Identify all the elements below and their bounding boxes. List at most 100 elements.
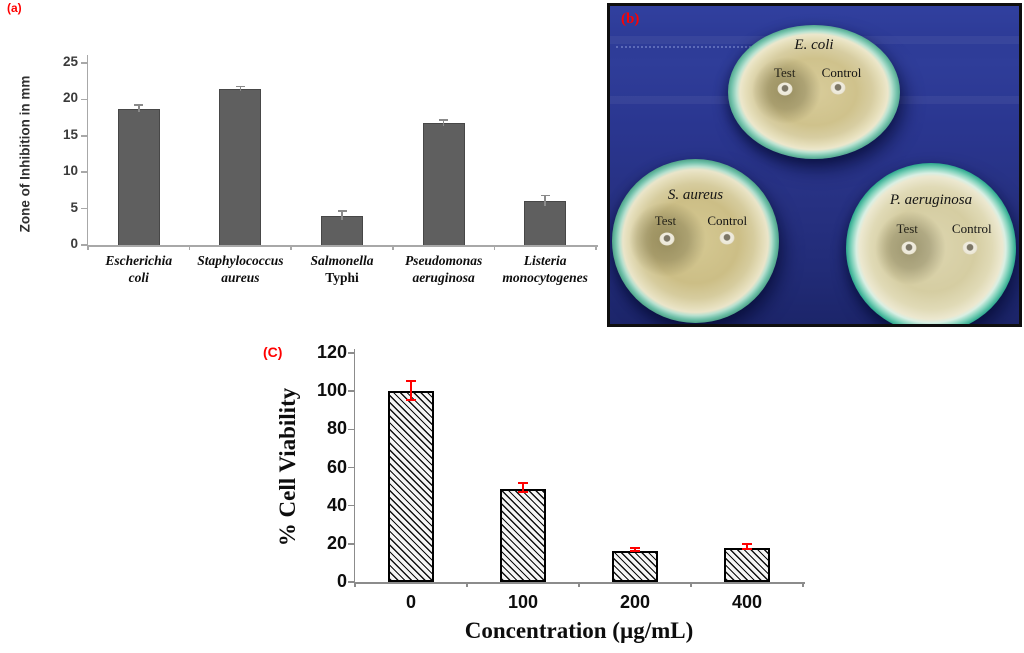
test-well [777, 82, 793, 96]
panel-a-y-tick-label: 15 [62, 126, 78, 142]
panel-c-error-bar-cap [742, 547, 752, 550]
panel-a-x-tick-mark [290, 245, 292, 250]
panel-a-category-label: Listeria monocytogenes [494, 252, 596, 286]
panel-c-error-bar [410, 381, 412, 401]
panel-c-y-tick-label: 20 [326, 532, 347, 553]
panel-c-error-bar-cap [406, 379, 416, 382]
panel-c-bar [388, 391, 434, 582]
panel-a-y-tick-label: 25 [62, 54, 78, 69]
panel-a-error-bar-cap [337, 210, 347, 212]
panel-a-y-tick-mark [81, 62, 88, 64]
panel-c-label: (C) [263, 344, 283, 360]
panel-a-error-bar [341, 211, 343, 221]
petri-dish-p-aeruginosa: P. aeruginosa Test Control [846, 163, 1016, 324]
panel-c-bar [500, 488, 546, 582]
panel-a-label: (a) [7, 1, 22, 15]
panel-c-error-bar [746, 545, 748, 550]
category-genus: Pseudomonas [404, 253, 483, 268]
petri-dish-e-coli: E. coli Test Control [728, 25, 900, 159]
panel-a-category-label: Escherichia coli [88, 252, 190, 286]
panel-c-error-bar-cap [742, 543, 752, 546]
dish-label-s-aureus: S. aureus [667, 186, 724, 203]
panel-c-error-bar-cap [406, 398, 416, 401]
test-label: Test [896, 221, 917, 237]
panel-c-error-bar-cap [630, 546, 640, 549]
panel-a-x-tick-mark [493, 245, 496, 250]
panel-a-y-tick-label: 10 [62, 163, 78, 179]
panel-a-error-bar-cap [439, 119, 449, 121]
panel-c-y-tick-mark [348, 466, 355, 469]
panel-a-bar [524, 201, 567, 245]
panel-c-y-tick-label: 40 [326, 494, 347, 515]
test-label: Test [655, 213, 676, 229]
control-well [830, 81, 846, 95]
panel-c-y-tick-label: 100 [316, 380, 347, 401]
test-well [901, 241, 917, 255]
panel-c-x-tick-mark [690, 582, 692, 587]
panel-a-error-bar [544, 196, 546, 207]
panel-c-x-tick-label: 100 [507, 592, 539, 612]
panel-a-zone-of-inhibition-chart: (a) Zone of Inhibition in mm Escherichia… [0, 0, 612, 332]
panel-c-error-bar-cap [630, 550, 640, 553]
panel-a-y-tick-mark [81, 244, 88, 246]
category-species: coli [128, 270, 149, 285]
panel-c-x-axis-title: Concentration (µg/mL) [464, 618, 694, 643]
panel-c-y-tick-label: 80 [326, 418, 347, 439]
panel-a-bar [321, 215, 363, 245]
panel-a-y-tick-mark [81, 171, 88, 173]
panel-c-y-tick-label: 0 [336, 571, 347, 591]
panel-a-x-tick-mark [188, 245, 191, 250]
panel-c-y-tick-mark [348, 581, 355, 583]
panel-c-y-tick-mark [348, 352, 355, 354]
panel-b-label: (b) [621, 11, 640, 27]
panel-a-error-bar [138, 105, 140, 112]
test-label: Test [774, 65, 795, 81]
panel-c-y-tick-mark [348, 428, 355, 431]
panel-c-x-tick-label: 0 [405, 592, 417, 612]
panel-a-y-tick-mark [81, 98, 88, 101]
panel-a-y-tick-mark [81, 135, 88, 137]
panel-c-bar [724, 547, 770, 582]
panel-c-y-tick-mark [348, 390, 355, 392]
panel-c-y-tick-label: 120 [316, 342, 347, 362]
dish-label-p-aeruginosa: P. aeruginosa [889, 191, 973, 208]
category-genus: Salmonella [310, 253, 374, 268]
panel-b-petri-dish-photo: (b) E. coli Test Control S. aureus Test … [607, 3, 1022, 327]
control-well [719, 231, 735, 245]
panel-c-error-bar [522, 483, 524, 494]
panel-a-category-label: Salmonella Typhi [291, 252, 393, 286]
panel-a-y-tick-mark [81, 207, 88, 210]
panel-a-category-label: Staphylococcus aureus [190, 252, 292, 286]
panel-a-error-bar-cap [134, 104, 144, 106]
panel-c-error-bar-cap [518, 481, 528, 484]
category-genus: Listeria [523, 253, 567, 268]
control-label: Control [951, 220, 992, 236]
control-label: Control [821, 65, 862, 81]
panel-c-x-tick-label: 400 [731, 592, 763, 612]
panel-a-error-bar [442, 120, 445, 127]
panel-c-y-tick-label: 60 [326, 456, 347, 477]
panel-a-x-tick-mark [87, 245, 89, 250]
category-species: Typhi [325, 270, 359, 285]
panel-a-y-axis-title: Zone of Inhibition in mm [17, 75, 33, 233]
panel-c-bar [612, 550, 658, 582]
panel-a-x-category-labels: Escherichia coli Staphylococcus aureus Salmo… [88, 252, 596, 286]
panel-a-bar [117, 108, 160, 245]
control-well [962, 241, 978, 255]
dish-label-e-coli: E. coli [794, 37, 834, 54]
panel-a-y-tick-label: 0 [70, 236, 78, 251]
panel-a-bar [219, 89, 262, 245]
test-well [659, 232, 675, 246]
panel-a-error-bar [239, 87, 242, 92]
panel-a-x-tick-mark [392, 245, 394, 250]
panel-c-cell-viability-chart: (C) % Cell Viability Concentration (µg/m… [250, 335, 830, 653]
panel-c-x-tick-mark [354, 582, 356, 587]
petri-dish-s-aureus: S. aureus Test Control [612, 159, 779, 323]
panel-a-bar [422, 123, 465, 245]
category-species: aeruginosa [412, 270, 475, 285]
category-genus: Escherichia [105, 253, 173, 268]
panel-a-y-tick-label: 5 [70, 199, 78, 215]
cloth-stitch-line [616, 46, 839, 48]
panel-c-x-tick-mark [578, 582, 580, 587]
